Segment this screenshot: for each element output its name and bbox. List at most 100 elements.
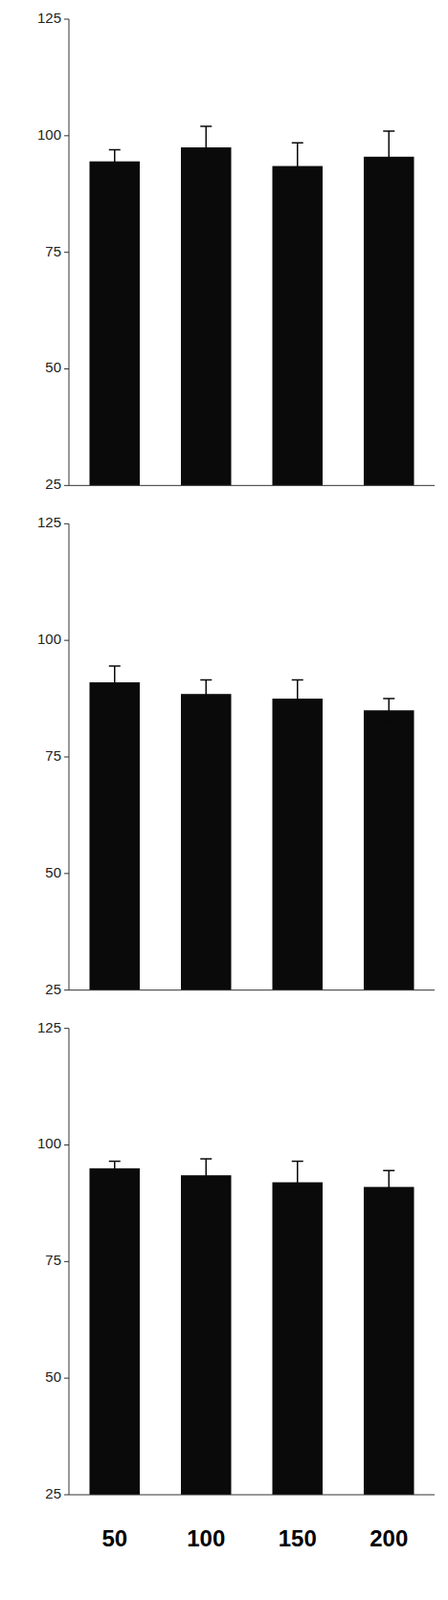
bar [89,1168,140,1496]
y-tick-label: 125 [37,9,62,26]
error-cap [291,188,304,191]
error-line [388,1170,391,1204]
error-bar [109,1162,121,1177]
y-tick [64,1028,69,1030]
error-line [205,680,208,709]
error-cap [382,130,395,133]
y-tick-label: 75 [44,747,62,764]
error-cap [200,679,212,682]
y-tick [64,485,69,487]
y-tick [64,523,69,525]
error-cap [291,1203,304,1206]
y-tick-label: 100 [37,630,62,648]
y-tick [64,1378,69,1380]
error-cap [109,697,121,700]
error-cap [200,125,212,128]
bar [89,682,140,991]
bar [180,1175,232,1496]
error-bar [109,149,121,173]
error-line [296,680,299,718]
x-category-label: 200 [369,1525,408,1552]
error-cap [109,1174,121,1177]
bar [271,1182,323,1496]
error-cap [291,141,304,144]
error-cap [200,707,212,710]
error-cap [109,1161,121,1164]
error-cap [382,1170,395,1173]
bar [89,161,140,487]
bar [180,147,232,486]
y-tick [64,134,69,136]
marks [89,1159,414,1496]
x-category-label: 100 [186,1525,225,1552]
x-axis-line [68,989,435,991]
y-tick [64,640,69,642]
y-tick [64,1144,69,1146]
bar [363,156,415,487]
error-bar [382,131,395,183]
error-bar [382,698,395,722]
error-cap [109,172,121,175]
error-cap [291,679,304,682]
error-cap [291,716,304,719]
error-bar [291,142,304,190]
y-tick-label: 100 [37,1135,62,1152]
y-tick-label: 100 [37,126,62,143]
y-tick [64,1261,69,1263]
marks [89,126,414,486]
y-tick [64,873,69,874]
x-category-label: 150 [278,1525,317,1552]
subplot: 25 50 75 100 125 50 100 150 200 [37,1019,435,1600]
y-tick [64,989,69,991]
subplot: 25 50 75 100 125 [37,514,435,1107]
error-cap [382,1203,395,1206]
error-cap [200,1190,212,1193]
bar [363,1187,415,1496]
y-tick [64,757,69,759]
marks [89,666,414,991]
error-cap [382,697,395,700]
y-tick-label: 50 [44,1368,62,1386]
y-tick [64,1495,69,1497]
error-line [113,666,116,699]
error-cap [200,167,212,170]
error-cap [200,1158,212,1161]
y-tick-label: 50 [44,358,62,376]
y-tick-label: 75 [44,243,62,260]
error-cap [382,181,395,184]
error-line [113,1162,116,1177]
bar [363,710,415,990]
error-bar [200,126,212,169]
y-tick-label: 75 [44,1252,62,1269]
subplot: 25 50 75 100 125 [37,9,435,603]
error-bar [200,1159,212,1192]
x-category-label: 50 [101,1525,128,1552]
error-line [388,131,391,183]
error-cap [382,721,395,724]
y-tick [64,368,69,370]
y-tick-label: 25 [44,1485,62,1502]
error-bar [291,680,304,718]
y-tick [64,19,69,21]
bar [271,166,323,487]
x-axis-line [68,485,435,487]
error-bar [109,666,121,699]
error-line [205,1159,208,1192]
error-bar [382,1170,395,1204]
y-tick-label: 125 [37,514,62,531]
x-axis-line [68,1495,435,1497]
y-tick-label: 25 [44,981,62,998]
error-line [296,1162,299,1205]
error-line [113,149,116,173]
y-tick-label: 50 [44,864,62,881]
error-cap [291,1161,304,1164]
y-tick-label: 25 [44,475,62,493]
error-cap [109,149,121,152]
y-tick [64,251,69,253]
error-line [296,142,299,190]
chart: 25 50 75 100 125 25 50 75 100 125 25 50 75 100 125 50 10… [0,0,448,1600]
y-tick-label: 125 [37,1019,62,1036]
error-bar [200,680,212,709]
bar [180,694,232,990]
error-cap [109,665,121,668]
